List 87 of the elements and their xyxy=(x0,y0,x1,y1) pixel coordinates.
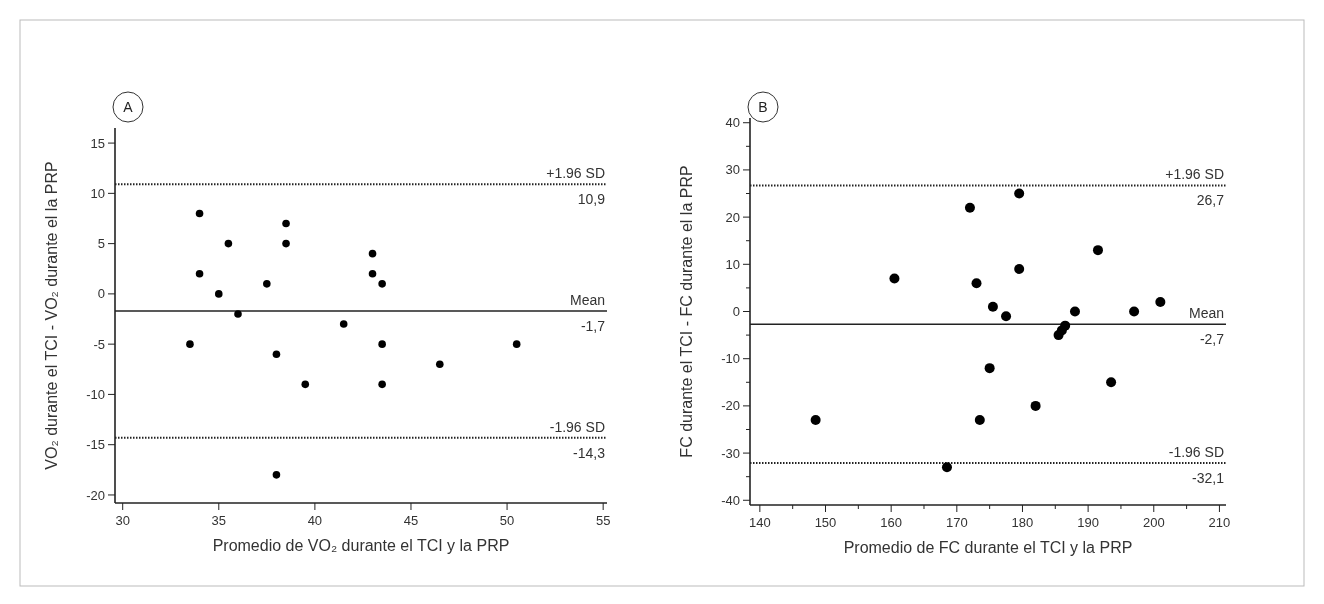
point xyxy=(378,340,386,348)
point xyxy=(214,290,223,298)
y-axis-title: VO₂ durante el TCI - VO₂ durante el la PRP xyxy=(43,161,60,470)
point xyxy=(301,380,310,389)
y-tick-label: -10 xyxy=(721,351,740,367)
y-tick-label: 0 xyxy=(732,304,740,320)
y-axis-title: FC durante el TCI - FC durante el la PRP xyxy=(678,165,695,458)
x-tick-label: 200 xyxy=(1142,515,1165,530)
point xyxy=(964,202,975,213)
point xyxy=(1155,297,1166,308)
annotation: -1,7 xyxy=(580,317,606,334)
y-tick-label: 10 xyxy=(90,185,105,201)
chart-title: B xyxy=(758,99,768,115)
x-tick-label: 210 xyxy=(1208,515,1231,530)
point xyxy=(1001,311,1012,322)
point xyxy=(272,471,281,479)
ref-line-label: -1.96 SD xyxy=(1168,444,1224,460)
point xyxy=(1069,306,1080,317)
x-tick-label: 140 xyxy=(749,515,771,530)
point xyxy=(378,380,386,389)
point xyxy=(234,310,242,318)
point xyxy=(941,462,952,473)
x-tick-label: 30 xyxy=(115,513,130,528)
point xyxy=(1060,320,1071,331)
point xyxy=(282,219,290,228)
point xyxy=(810,415,821,426)
ref-line-label: Mean xyxy=(569,291,605,308)
point xyxy=(195,269,204,278)
ref-line-label: +1.96 SD xyxy=(546,165,605,182)
point xyxy=(1030,400,1041,411)
y-tick-label: 10 xyxy=(725,256,740,272)
chart-title: A xyxy=(123,99,134,115)
point xyxy=(195,209,204,218)
annotation: -2,7 xyxy=(1199,331,1225,348)
y-tick-label: -20 xyxy=(86,487,105,503)
point xyxy=(186,340,194,348)
x-axis-title: Promedio de FC durante el TCI y la PRP xyxy=(843,539,1133,556)
x-tick-label: 160 xyxy=(880,515,903,530)
annotation: 10,9 xyxy=(577,191,606,208)
y-tick-label: 0 xyxy=(97,286,105,302)
annotation: -32,1 xyxy=(1192,470,1225,486)
x-axis-title: Promedio de VO₂ durante el TCI y la PRP xyxy=(212,537,510,554)
x-tick-label: 40 xyxy=(307,513,323,528)
point xyxy=(436,360,444,369)
x-tick-label: 50 xyxy=(499,513,515,528)
y-tick-label: 40 xyxy=(725,115,740,131)
y-tick-label: 5 xyxy=(97,236,105,252)
point xyxy=(971,278,982,289)
ref-line-label: +1.96 SD xyxy=(1165,166,1224,183)
point xyxy=(1129,306,1140,317)
x-tick-label: 180 xyxy=(1011,515,1034,530)
y-tick-label: -20 xyxy=(721,398,740,414)
y-tick-label: 30 xyxy=(725,162,740,178)
point xyxy=(1014,188,1025,199)
point xyxy=(512,340,521,348)
ref-line-label: Mean xyxy=(1188,305,1224,322)
point xyxy=(889,273,900,284)
y-tick-label: -30 xyxy=(721,445,740,461)
point xyxy=(378,280,386,288)
point xyxy=(984,363,995,374)
point xyxy=(987,301,998,312)
point xyxy=(974,415,985,426)
point xyxy=(368,269,377,278)
annotation: 26,7 xyxy=(1196,192,1225,209)
y-tick-label: 20 xyxy=(725,209,740,225)
x-tick-label: 150 xyxy=(814,515,837,530)
point xyxy=(1014,264,1025,275)
x-tick-label: 170 xyxy=(945,515,968,530)
y-tick-label: -5 xyxy=(93,336,105,352)
x-tick-label: 35 xyxy=(211,513,227,528)
ref-line-label: -1.96 SD xyxy=(549,418,605,435)
y-tick-label: 15 xyxy=(90,135,105,151)
y-tick-label: -10 xyxy=(86,386,105,402)
point xyxy=(368,249,377,258)
point xyxy=(224,239,233,248)
annotation: -14,3 xyxy=(573,444,606,461)
point xyxy=(282,239,290,248)
point xyxy=(272,350,281,359)
point xyxy=(263,280,271,288)
y-tick-label: -40 xyxy=(721,492,740,508)
x-tick-label: 45 xyxy=(403,513,419,528)
point xyxy=(1106,377,1117,388)
x-tick-label: 190 xyxy=(1077,515,1099,530)
y-tick-label: -15 xyxy=(86,437,105,453)
x-tick-label: 55 xyxy=(595,513,611,528)
point xyxy=(339,320,348,328)
point xyxy=(1092,245,1103,256)
